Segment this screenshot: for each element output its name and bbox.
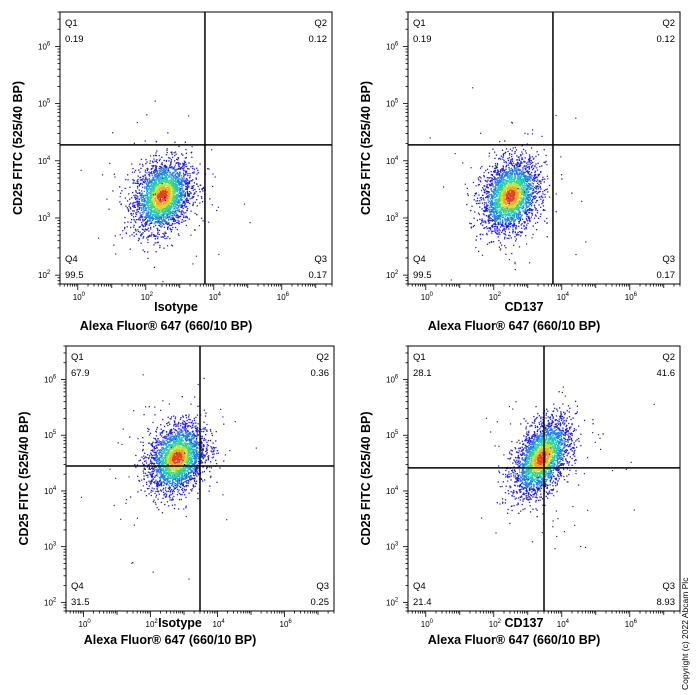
quadrant-name: Q4 [65, 254, 78, 265]
quadrant-percent: 0.12 [309, 34, 328, 45]
quadrant-percent: 41.6 [657, 368, 676, 379]
x-axis-title: Alexa Fluor® 647 (660/10 BP) [428, 633, 600, 647]
y-tick-label: 104 [386, 156, 399, 166]
x-tick-label: 100 [73, 292, 86, 302]
quadrant-percent: 0.19 [65, 34, 84, 45]
quadrant-name: Q1 [413, 18, 426, 29]
panel-bottom-left: 100 102 104 106 102 103 104 105 106 Q1 67.9 Q2 0.36 Q… [17, 345, 335, 647]
y-tick-label: 104 [38, 156, 51, 166]
y-tick-label: 106 [386, 41, 399, 51]
y-axis-title: CD25 FITC (525/40 BP) [359, 81, 373, 215]
y-tick-label: 103 [386, 542, 399, 552]
x-tick-label: 106 [277, 292, 290, 302]
y-tick-label: 103 [44, 542, 57, 552]
y-axis: 102 103 104 105 106 [38, 11, 60, 285]
quadrant-percent: 0.25 [311, 597, 330, 608]
y-tick-label: 102 [38, 270, 51, 280]
y-tick-label: 105 [38, 99, 51, 109]
x-tick-label: 104 [213, 619, 226, 629]
quadrant-percent: 0.36 [311, 368, 330, 379]
y-tick-label: 104 [44, 486, 57, 496]
quadrant-percent: 0.17 [309, 270, 328, 281]
y-tick-label: 103 [386, 213, 399, 223]
y-tick-label: 105 [386, 99, 399, 109]
quadrant-name: Q4 [71, 581, 84, 592]
y-tick-label: 102 [44, 597, 57, 607]
quadrant-name: Q3 [314, 254, 327, 265]
panel-top-left: 100 102 104 106 102 103 104 105 106 Q1 0.19 Q2 0.12 Q… [11, 11, 333, 333]
x-axis-title: Alexa Fluor® 647 (660/10 BP) [80, 319, 252, 333]
x-axis-marker-label: CD137 [505, 300, 544, 314]
quadrant-name: Q3 [662, 581, 675, 592]
y-tick-label: 105 [44, 430, 57, 440]
x-tick-label: 100 [79, 619, 92, 629]
quadrant-percent: 21.4 [413, 597, 432, 608]
quadrant-name: Q4 [413, 581, 426, 592]
x-tick-label: 102 [141, 292, 154, 302]
x-tick-label: 104 [209, 292, 222, 302]
quadrant-percent: 0.19 [413, 34, 432, 45]
quadrant-name: Q2 [662, 18, 675, 29]
x-tick-label: 104 [557, 619, 570, 629]
y-tick-label: 105 [386, 430, 399, 440]
y-tick-label: 102 [386, 597, 399, 607]
y-axis: 102 103 104 105 106 [386, 345, 408, 612]
quadrant-name: Q1 [413, 352, 426, 363]
x-tick-label: 106 [625, 292, 638, 302]
quadrant-name: Q4 [413, 254, 426, 265]
quadrant-percent: 99.5 [413, 270, 432, 281]
copyright-notice: Copyright (c) 2022 Abcam Plc [680, 577, 690, 690]
quadrant-percent: 0.12 [657, 34, 676, 45]
quadrant-name: Q1 [65, 18, 78, 29]
quadrant-percent: 0.17 [657, 270, 676, 281]
quadrant-name: Q2 [662, 352, 675, 363]
x-axis-title: Alexa Fluor® 647 (660/10 BP) [84, 633, 256, 647]
x-axis: 100 102 104 106 [407, 284, 681, 302]
y-axis-title: CD25 FITC (525/40 BP) [11, 81, 25, 215]
x-axis-title: Alexa Fluor® 647 (660/10 BP) [428, 319, 600, 333]
x-tick-label: 102 [489, 619, 502, 629]
y-tick-label: 106 [44, 375, 57, 385]
x-tick-label: 106 [625, 619, 638, 629]
x-axis-marker-label: CD137 [505, 616, 544, 630]
x-tick-label: 100 [421, 292, 434, 302]
panel-bottom-right: 100 102 104 106 102 103 104 105 106 Q1 28.1 Q2 41.6 Q… [359, 345, 681, 647]
x-axis-marker-label: Isotype [158, 616, 202, 630]
quadrant-name: Q2 [316, 352, 329, 363]
plot-area [59, 11, 333, 285]
event-dots [80, 374, 257, 580]
y-tick-label: 104 [386, 486, 399, 496]
event-dots [429, 87, 587, 281]
plot-area [407, 11, 681, 285]
quadrant-percent: 31.5 [71, 597, 90, 608]
y-axis: 102 103 104 105 106 [44, 345, 66, 612]
quadrant-name: Q2 [314, 18, 327, 29]
quadrant-percent: 67.9 [71, 368, 90, 379]
quadrant-percent: 28.1 [413, 368, 432, 379]
y-tick-label: 102 [386, 270, 399, 280]
quadrant-percent: 8.93 [657, 597, 676, 608]
x-tick-label: 100 [421, 619, 434, 629]
x-tick-label: 106 [280, 619, 293, 629]
y-tick-label: 106 [386, 375, 399, 385]
x-axis: 100 102 104 106 [59, 284, 333, 302]
x-axis: 100 102 104 106 [407, 611, 681, 629]
x-tick-label: 104 [557, 292, 570, 302]
y-tick-label: 106 [38, 41, 51, 51]
panel-top-right: 100 102 104 106 102 103 104 105 106 Q1 0.19 Q2 0.12 Q… [359, 11, 681, 333]
quadrant-percent: 99.5 [65, 270, 84, 281]
y-axis: 102 103 104 105 106 [386, 11, 408, 285]
y-axis-title: CD25 FITC (525/40 BP) [359, 411, 373, 545]
quadrant-name: Q3 [316, 581, 329, 592]
event-dots [80, 100, 251, 283]
quadrant-name: Q3 [662, 254, 675, 265]
x-tick-label: 102 [146, 619, 159, 629]
y-tick-label: 103 [38, 213, 51, 223]
x-tick-label: 102 [489, 292, 502, 302]
x-axis-marker-label: Isotype [154, 300, 198, 314]
x-axis: 100 102 104 106 [65, 611, 335, 629]
y-axis-title: CD25 FITC (525/40 BP) [17, 411, 31, 545]
quadrant-name: Q1 [71, 352, 84, 363]
